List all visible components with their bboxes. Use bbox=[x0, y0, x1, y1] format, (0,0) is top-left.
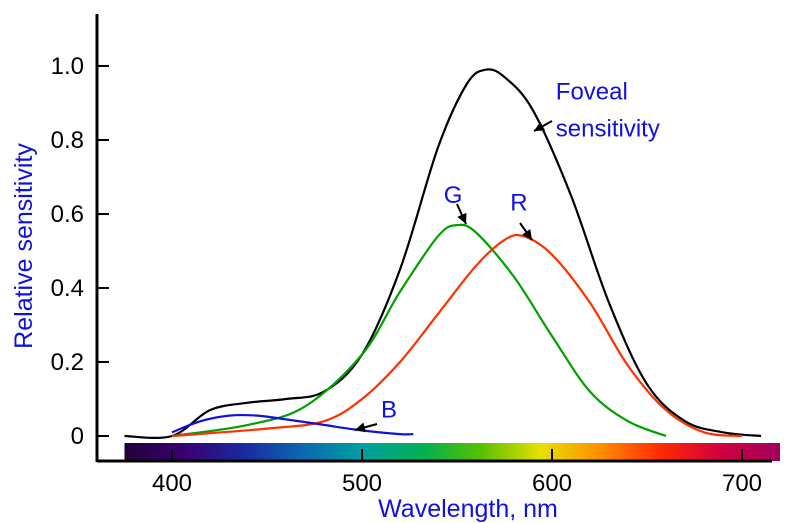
series-line-g bbox=[171, 223, 667, 438]
series-line-r bbox=[171, 233, 743, 438]
series-line-foveal-sensitivity bbox=[124, 68, 762, 439]
y-axis-title: Relative sensitivity bbox=[10, 143, 38, 349]
annotation-label: G bbox=[444, 182, 463, 209]
annotation-arrow bbox=[354, 422, 378, 433]
y-tick-label: 1.0 bbox=[51, 53, 84, 80]
annotation-arrow bbox=[533, 120, 553, 132]
y-tick-label: 0 bbox=[71, 423, 84, 450]
x-tick-label: 400 bbox=[152, 470, 192, 497]
x-tick-label: 700 bbox=[722, 470, 762, 497]
annotation-label: sensitivity bbox=[556, 115, 660, 142]
y-tick-label: 0.8 bbox=[51, 127, 84, 154]
x-tick-label: 600 bbox=[532, 470, 572, 497]
annotation-label: R bbox=[510, 189, 527, 216]
x-tick-label: 500 bbox=[342, 470, 382, 497]
series-line-b bbox=[171, 413, 414, 436]
annotation-label: B bbox=[381, 397, 397, 424]
annotation-arrow bbox=[456, 203, 467, 225]
y-tick-label: 0.2 bbox=[51, 349, 84, 376]
y-tick-label: 0.4 bbox=[51, 275, 84, 302]
y-tick-label: 0.6 bbox=[51, 201, 84, 228]
spectrum-bar bbox=[124, 443, 780, 461]
annotation-label: Foveal bbox=[556, 78, 628, 105]
annotation-arrow bbox=[519, 222, 533, 241]
x-axis-title: Wavelength, nm bbox=[378, 495, 558, 523]
